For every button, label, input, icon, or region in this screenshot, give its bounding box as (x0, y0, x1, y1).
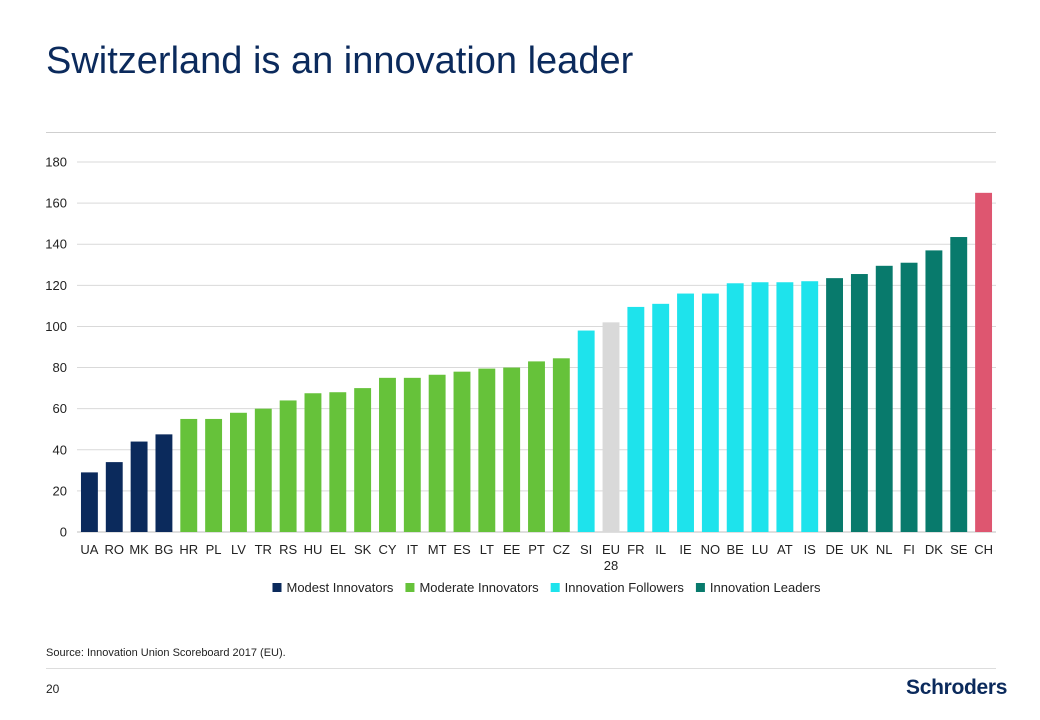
x-tick-label: BG (155, 542, 174, 557)
bar (205, 418, 223, 532)
x-tick-label: EL (330, 542, 346, 557)
bar (577, 330, 595, 532)
schroders-logo: Schroders (906, 676, 1008, 699)
x-tick-label: LT (480, 542, 494, 557)
bar (304, 393, 322, 532)
x-tick-label: IE (679, 542, 692, 557)
y-tick-label: 100 (45, 319, 67, 334)
x-tick-label: LV (231, 542, 246, 557)
bar (453, 371, 471, 532)
bar (826, 278, 843, 532)
footer-divider (46, 668, 996, 669)
bar (850, 274, 868, 532)
bar (279, 400, 297, 532)
legend-label-moderate: Moderate Innovators (419, 580, 539, 595)
x-tick-label: DK (925, 542, 943, 557)
x-tick-label: UA (80, 542, 98, 557)
x-tick-label: IT (407, 542, 419, 557)
x-tick-label: UK (850, 542, 868, 557)
bar (751, 282, 769, 532)
x-tick-label: EU 28 (602, 542, 620, 573)
bar (801, 281, 819, 532)
x-tick-label: MK (129, 542, 149, 557)
y-tick-label: 80 (53, 360, 67, 375)
x-tick-label: ES (453, 542, 471, 557)
x-tick-label: PT (528, 542, 545, 557)
x-tick-label: AT (777, 542, 793, 557)
bar (652, 303, 670, 532)
bar (80, 472, 98, 532)
y-tick-label: 20 (53, 483, 67, 498)
x-tick-label: CH (974, 542, 993, 557)
bar (230, 412, 247, 532)
x-tick-label: DE (826, 542, 844, 557)
legend-label-modest: Modest Innovators (286, 580, 393, 595)
bar (254, 408, 272, 532)
x-tick-label: IS (804, 542, 817, 557)
bar (428, 374, 446, 532)
bar (478, 368, 496, 532)
x-tick-label: HR (179, 542, 198, 557)
x-tick-label: SK (354, 542, 372, 557)
x-tick-label: TR (255, 542, 272, 557)
legend-label-leaders: Innovation Leaders (710, 580, 821, 595)
y-tick-label: 0 (60, 525, 67, 540)
bar (180, 418, 198, 532)
bar (552, 358, 570, 532)
bar (627, 306, 645, 532)
x-tick-label: RS (279, 542, 297, 557)
bar (528, 361, 545, 532)
bar (105, 462, 123, 532)
x-tick-label: SI (580, 542, 592, 557)
x-tick-label: LU (752, 542, 769, 557)
bar (354, 388, 372, 532)
bar (875, 265, 893, 532)
bar (503, 367, 521, 532)
slide-title: Switzerland is an innovation leader (46, 40, 634, 82)
bar (900, 262, 918, 532)
bar (329, 392, 347, 532)
x-tick-label: FR (627, 542, 644, 557)
x-tick-label: IL (655, 542, 666, 557)
bar (379, 377, 396, 532)
y-tick-label: 40 (53, 442, 67, 457)
x-tick-label: SE (950, 542, 968, 557)
legend-swatch-modest (272, 583, 282, 592)
legend-swatch-moderate (405, 583, 415, 592)
bar (701, 293, 719, 532)
title-divider (46, 132, 996, 133)
bar (726, 283, 744, 532)
bar (975, 192, 993, 533)
bar (602, 322, 620, 532)
bar-chart: 0 20 40 60 80 100 120 140 160 180 UA RO MK BG HR PL LV TR… (45, 155, 996, 595)
y-tick-label: 120 (45, 278, 67, 293)
bar (776, 282, 794, 532)
x-tick-label: NO (701, 542, 721, 557)
x-tick-label: HU (304, 542, 323, 557)
legend-label-followers: Innovation Followers (565, 580, 685, 595)
y-tick-label: 60 (53, 401, 67, 416)
bar (130, 441, 148, 532)
legend-swatch-followers (550, 583, 560, 592)
x-tick-label: PL (206, 542, 222, 557)
y-tick-label: 180 (45, 155, 67, 170)
bar (155, 434, 173, 532)
bar (403, 377, 421, 532)
bar (677, 293, 694, 532)
x-tick-label: MT (428, 542, 447, 557)
x-tick-label: FI (903, 542, 915, 557)
legend-swatch-leaders (695, 583, 705, 592)
x-tick-label: NL (876, 542, 893, 557)
x-tick-label: CZ (553, 542, 570, 557)
x-tick-label: EE (503, 542, 521, 557)
y-tick-label: 160 (45, 196, 67, 211)
x-tick-label: RO (105, 542, 125, 557)
x-tick-label: CY (378, 542, 396, 557)
source-note: Source: Innovation Union Scoreboard 2017… (46, 647, 286, 659)
page-number: 20 (46, 682, 60, 696)
x-tick-label: BE (727, 542, 745, 557)
bar (925, 250, 943, 532)
y-tick-label: 140 (45, 237, 67, 252)
bar (950, 237, 968, 532)
